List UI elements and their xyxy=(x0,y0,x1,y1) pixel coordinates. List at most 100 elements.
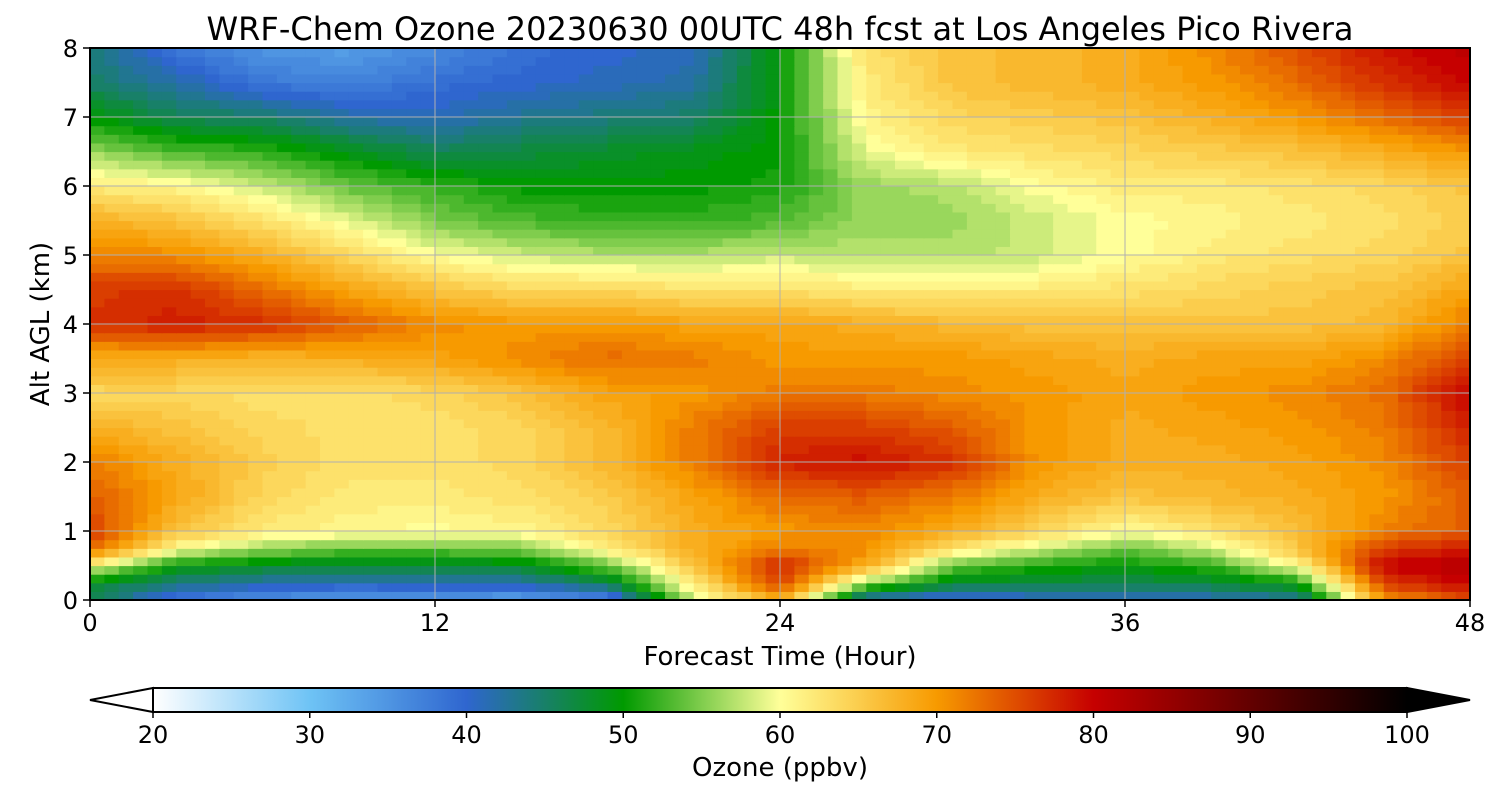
heatmap-cell xyxy=(765,591,781,601)
heatmap-cell xyxy=(161,367,177,377)
heatmap-cell xyxy=(190,358,206,368)
heatmap-cell xyxy=(981,505,997,515)
heatmap-cell xyxy=(1340,375,1356,385)
heatmap-cell xyxy=(1053,574,1069,584)
heatmap-cell xyxy=(722,436,738,446)
heatmap-cell xyxy=(334,539,350,549)
heatmap-cell xyxy=(391,539,407,549)
heatmap-cell xyxy=(808,393,824,403)
heatmap-cell xyxy=(1196,280,1212,291)
heatmap-cell xyxy=(90,522,105,532)
heatmap-cell xyxy=(1067,315,1083,325)
heatmap-cell xyxy=(693,410,709,420)
heatmap-cell xyxy=(190,556,206,567)
heatmap-cell xyxy=(291,556,307,567)
heatmap-cell xyxy=(90,332,105,342)
heatmap-cell xyxy=(1268,556,1284,567)
heatmap-cell xyxy=(233,160,249,170)
chart-title: WRF-Chem Ozone 20230630 00UTC 48h fcst a… xyxy=(207,10,1354,48)
heatmap-cell xyxy=(205,574,220,584)
heatmap-cell xyxy=(1053,565,1069,575)
heatmap-cell xyxy=(665,289,680,299)
heatmap-cell xyxy=(1441,229,1457,239)
heatmap-cell xyxy=(1139,306,1155,316)
heatmap-cell xyxy=(305,203,321,213)
heatmap-cell xyxy=(736,298,752,308)
heatmap-cell xyxy=(104,280,120,291)
heatmap-cell xyxy=(147,220,163,230)
heatmap-cell xyxy=(420,539,436,549)
heatmap-cell xyxy=(1355,315,1370,325)
heatmap-cell xyxy=(1038,341,1054,351)
heatmap-cell xyxy=(1297,272,1313,282)
heatmap-cell xyxy=(133,418,149,429)
heatmap-cell xyxy=(923,401,939,411)
heatmap-cell xyxy=(938,306,954,316)
heatmap-cell xyxy=(1326,522,1342,532)
heatmap-cell xyxy=(708,332,724,342)
heatmap-cell xyxy=(1268,194,1284,204)
heatmap-cell xyxy=(722,358,738,368)
heatmap-cell xyxy=(794,479,810,489)
heatmap-cell xyxy=(1355,539,1370,549)
heatmap-cell xyxy=(823,246,839,256)
heatmap-cell xyxy=(1110,263,1126,273)
heatmap-cell xyxy=(1412,556,1428,567)
heatmap-cell xyxy=(1254,582,1270,592)
heatmap-cell xyxy=(104,246,120,256)
heatmap-cell xyxy=(636,272,652,282)
heatmap-cell xyxy=(636,211,652,222)
heatmap-cell xyxy=(1326,203,1342,213)
heatmap-cell xyxy=(1455,418,1471,429)
heatmap-cell xyxy=(1412,246,1428,256)
heatmap-cell xyxy=(276,462,292,472)
heatmap-cell xyxy=(1125,358,1140,368)
heatmap-cell xyxy=(1096,565,1112,575)
heatmap-cell xyxy=(190,341,206,351)
heatmap-cell xyxy=(377,513,393,523)
heatmap-cell xyxy=(1139,548,1155,558)
heatmap-cell xyxy=(794,220,810,230)
heatmap-cell xyxy=(808,341,824,351)
heatmap-cell xyxy=(391,358,407,368)
heatmap-cell xyxy=(1355,393,1370,403)
heatmap-cell xyxy=(118,220,134,230)
heatmap-cell xyxy=(823,168,839,178)
heatmap-cell xyxy=(693,582,709,592)
heatmap-cell xyxy=(1398,263,1414,273)
heatmap-cell xyxy=(1412,513,1428,523)
heatmap-cell xyxy=(463,505,479,515)
heatmap-cell xyxy=(736,246,752,256)
heatmap-cell xyxy=(363,410,379,420)
heatmap-cell xyxy=(765,168,781,178)
heatmap-cell xyxy=(1110,203,1126,213)
heatmap-cell xyxy=(1125,591,1140,601)
heatmap-cell xyxy=(665,255,680,265)
heatmap-cell xyxy=(650,436,666,446)
heatmap-cell xyxy=(305,479,321,489)
heatmap-cell xyxy=(233,444,249,454)
heatmap-cell xyxy=(1182,462,1198,472)
heatmap-cell xyxy=(406,151,422,161)
heatmap-cell xyxy=(736,479,752,489)
heatmap-cell xyxy=(1096,401,1112,411)
heatmap-cell xyxy=(751,349,767,360)
heatmap-cell xyxy=(391,470,407,480)
heatmap-cell xyxy=(1398,255,1414,265)
heatmap-cell xyxy=(1240,496,1255,506)
heatmap-cell xyxy=(751,591,767,601)
heatmap-cell xyxy=(607,186,623,196)
heatmap-cell xyxy=(1240,462,1255,472)
heatmap-cell xyxy=(176,151,192,161)
heatmap-cell xyxy=(995,556,1011,567)
heatmap-cell xyxy=(823,194,839,204)
heatmap-cell xyxy=(334,315,350,325)
heatmap-cell xyxy=(1240,513,1255,523)
heatmap-cell xyxy=(866,513,882,523)
heatmap-cell xyxy=(1125,487,1140,498)
heatmap-cell xyxy=(780,306,795,316)
heatmap-cell xyxy=(348,505,364,515)
heatmap-cell xyxy=(1268,444,1284,454)
heatmap-cell xyxy=(1196,186,1212,196)
heatmap-cell xyxy=(205,160,220,170)
